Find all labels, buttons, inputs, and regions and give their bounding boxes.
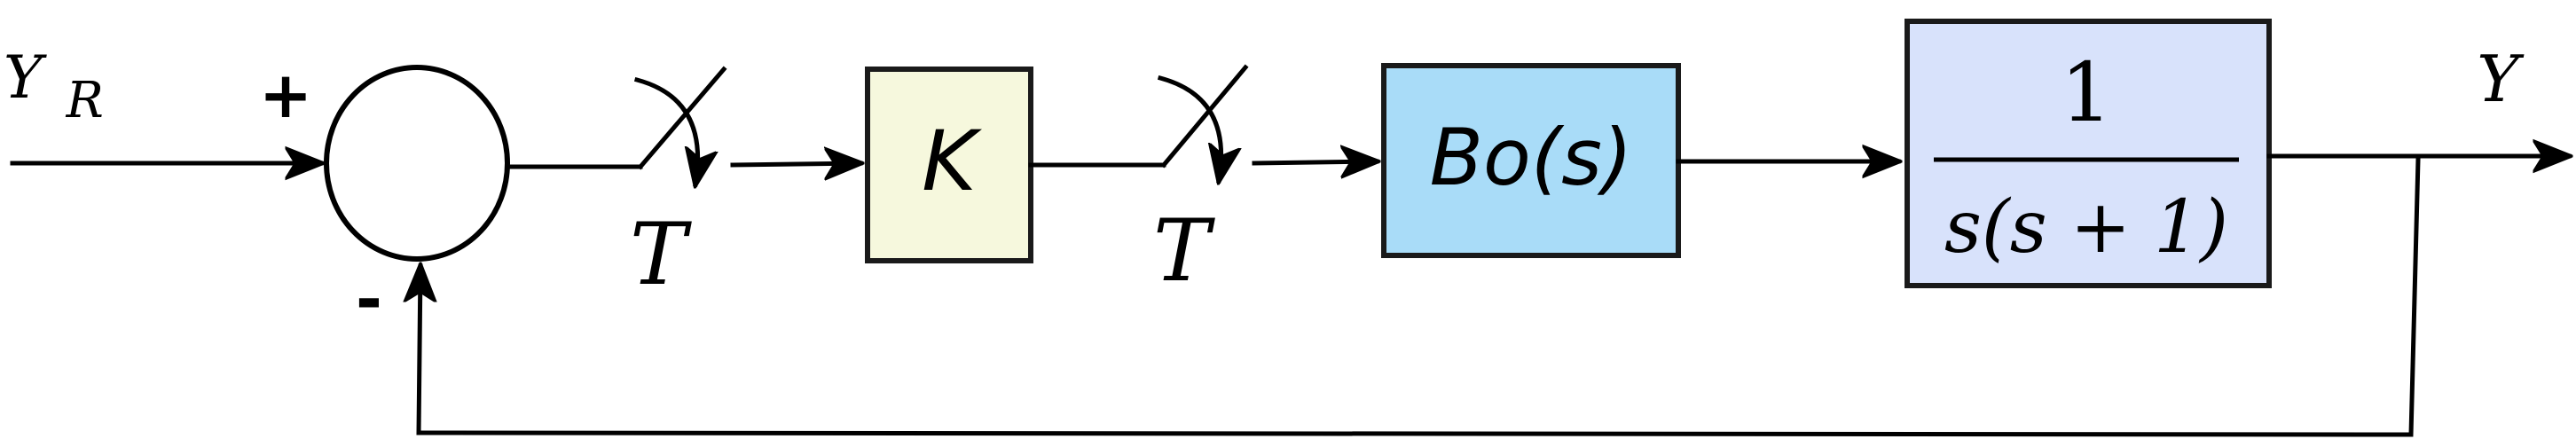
sampler-2 <box>1157 64 1249 181</box>
plant-numerator: 1 <box>2061 45 2113 140</box>
output-label: Y <box>2477 42 2525 116</box>
sampler2-period-label: T <box>1153 201 1215 301</box>
input-label-subscript: R <box>66 72 104 129</box>
hold-block-label: Bo(s) <box>1430 112 1633 203</box>
plant-block <box>1905 19 2272 288</box>
wire-sampler2-to-hold <box>1252 161 1377 163</box>
sampler2-rotation-arrow <box>1157 74 1221 181</box>
sampler2-switch-arm <box>1160 64 1249 169</box>
hold-block <box>1381 63 1681 258</box>
gain-block <box>865 67 1033 263</box>
gain-block-label: K <box>922 114 982 210</box>
sampler1-period-label: T <box>630 205 692 304</box>
sampler1-switch-arm <box>637 66 727 170</box>
input-label: Y R <box>4 43 104 129</box>
feedback-path <box>419 157 2421 437</box>
sampler1-rotation-arrow <box>633 76 698 184</box>
summing-junction <box>324 65 510 262</box>
wire-sampler1-to-gain <box>730 163 860 165</box>
input-label-main: Y <box>4 43 47 112</box>
sum-plus-sign: + <box>259 58 312 132</box>
sampler-1 <box>633 66 727 184</box>
plant-denominator: s(s + 1) <box>1944 185 2228 270</box>
sum-minus-sign: - <box>356 262 382 336</box>
